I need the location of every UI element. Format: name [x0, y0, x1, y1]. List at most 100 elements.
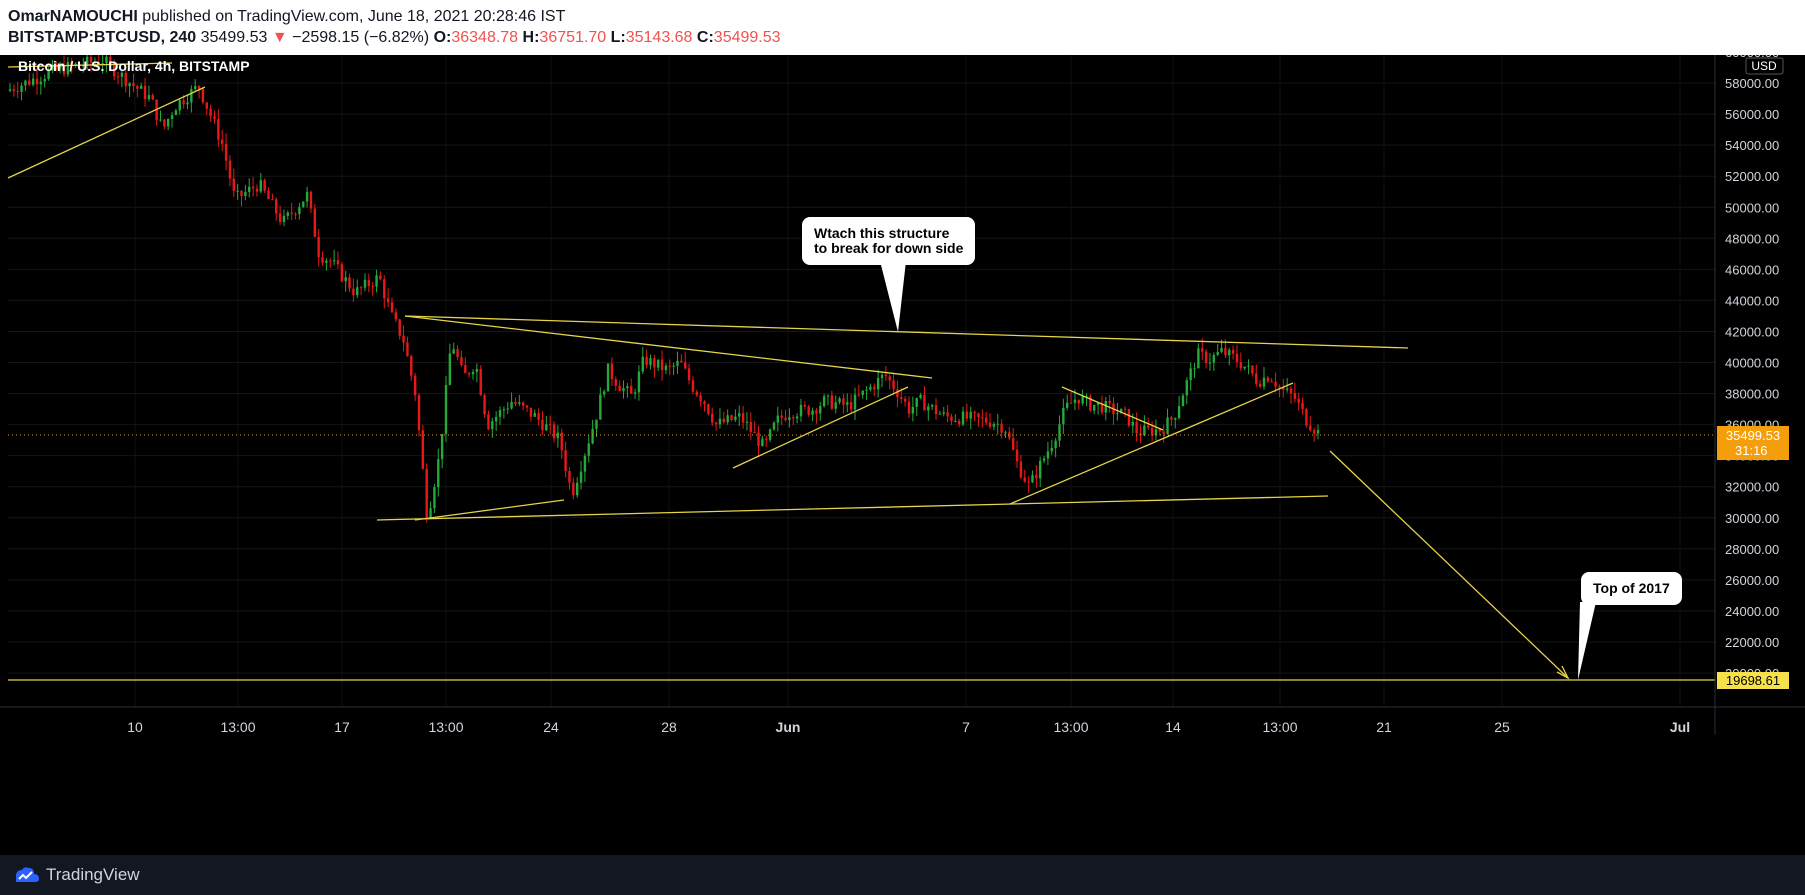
candle-body: [1031, 474, 1034, 483]
candle-body: [502, 409, 506, 411]
trendline: [414, 499, 565, 521]
candle-body: [437, 459, 440, 488]
close-value: 35499.53: [713, 29, 781, 46]
candle-body: [838, 398, 841, 403]
candle-body: [575, 482, 579, 496]
publish-header: OmarNAMOUCHI published on TradingView.co…: [0, 0, 1805, 55]
candle-body: [1258, 383, 1262, 387]
candle-body: [556, 432, 560, 439]
candle-body: [676, 360, 679, 366]
candle-body: [849, 402, 853, 410]
candle-body: [1050, 447, 1053, 452]
candle-body: [24, 80, 27, 86]
candle-body: [954, 420, 957, 422]
candle-body: [1008, 432, 1011, 439]
candle-body: [668, 365, 671, 367]
candle-body: [244, 191, 247, 197]
candle-body: [487, 414, 490, 430]
candle-body: [1274, 381, 1277, 387]
candle-body: [1069, 402, 1073, 404]
candle-body: [74, 63, 77, 66]
candle-body: [506, 408, 509, 410]
candle-body: [738, 413, 741, 417]
candle-body: [545, 424, 548, 431]
candle-body: [329, 260, 332, 262]
currency-badge: USD: [1751, 59, 1777, 73]
candle-body: [336, 260, 340, 265]
candle-body: [290, 212, 293, 214]
x-axis-ticks: 10 13:00 17 13:00 24 28 Jun 7 13:00 14 13:00 21 25 Ju…: [127, 719, 1690, 735]
candle-body: [43, 78, 46, 82]
x-tick-label: 21: [1376, 719, 1392, 735]
candle-body: [55, 64, 58, 70]
low-value: 35143.68: [625, 29, 693, 46]
candle-body: [792, 417, 795, 419]
candle-body: [1220, 347, 1223, 352]
y-tick-label: 54000.00: [1725, 138, 1779, 153]
candle-body: [190, 88, 193, 103]
chart-area[interactable]: 60000.0058000.0056000.0054000.0052000.00…: [0, 55, 1805, 855]
candle-body: [271, 199, 274, 201]
candle-body: [1027, 481, 1030, 483]
candle-body: [807, 406, 810, 415]
candle-body: [259, 180, 262, 192]
candle-body: [1243, 366, 1246, 369]
candle-body: [440, 433, 444, 460]
candle-body: [525, 405, 529, 408]
candle-body: [541, 419, 544, 431]
price-chart[interactable]: 60000.0058000.0056000.0054000.0052000.00…: [0, 55, 1805, 855]
candle-body: [413, 375, 417, 396]
candle-body: [448, 353, 452, 386]
candle-body: [1093, 404, 1096, 411]
candle-body: [128, 83, 131, 87]
candle-body: [1104, 400, 1107, 413]
currency-badge-bg: [1745, 57, 1784, 75]
x-tick-label: 13:00: [428, 719, 463, 735]
candle-body: [16, 91, 19, 93]
symbol-label[interactable]: BITSTAMP:BTCUSD, 240: [8, 29, 197, 46]
high-label: H:: [522, 29, 540, 46]
candle-body: [479, 368, 482, 396]
candle-body: [213, 116, 216, 120]
trendline: [1061, 386, 1164, 431]
y-tick-label: 52000.00: [1725, 169, 1779, 184]
footer: TradingView: [0, 855, 1805, 895]
candle-body: [383, 279, 386, 299]
candle-body: [1120, 408, 1123, 414]
y-tick-label: 28000.00: [1725, 542, 1779, 557]
candle-body: [101, 63, 104, 65]
candle-body: [660, 359, 664, 371]
last-price-badge: 35499.53: [1726, 428, 1780, 443]
author-name[interactable]: OmarNAMOUCHI: [8, 8, 138, 25]
candle-body: [992, 424, 996, 427]
candle-body: [12, 89, 16, 92]
candle-body: [475, 368, 479, 372]
trendline: [1009, 382, 1294, 505]
candle-body: [1312, 430, 1316, 434]
high-value: 36751.70: [539, 29, 607, 46]
down-arrow-icon: ▼: [271, 29, 288, 46]
candle-body: [981, 417, 984, 419]
candle-body: [124, 72, 127, 87]
candle-body: [1181, 395, 1185, 407]
candle-body: [275, 199, 278, 214]
candle-body: [533, 413, 536, 417]
tradingview-logo[interactable]: TradingView: [10, 865, 140, 885]
candle-body: [1216, 351, 1219, 355]
candle-body: [255, 188, 259, 192]
candle-body: [865, 389, 868, 391]
annotation-callout[interactable]: Wtach this structure to break for down s…: [802, 217, 976, 265]
candle-body: [1247, 365, 1250, 367]
candle-body: [653, 358, 656, 368]
callout-pointer: [880, 261, 906, 332]
candle-body: [406, 342, 409, 357]
annotation-callout[interactable]: Top of 2017: [1581, 572, 1682, 605]
candle-body: [548, 424, 552, 426]
candle-body: [934, 405, 938, 415]
candle-body: [614, 379, 617, 386]
candle-body: [444, 385, 448, 434]
candle-body: [197, 86, 201, 89]
candle-body: [1081, 396, 1084, 404]
candle-body: [714, 422, 718, 425]
candle-body: [1266, 377, 1270, 382]
